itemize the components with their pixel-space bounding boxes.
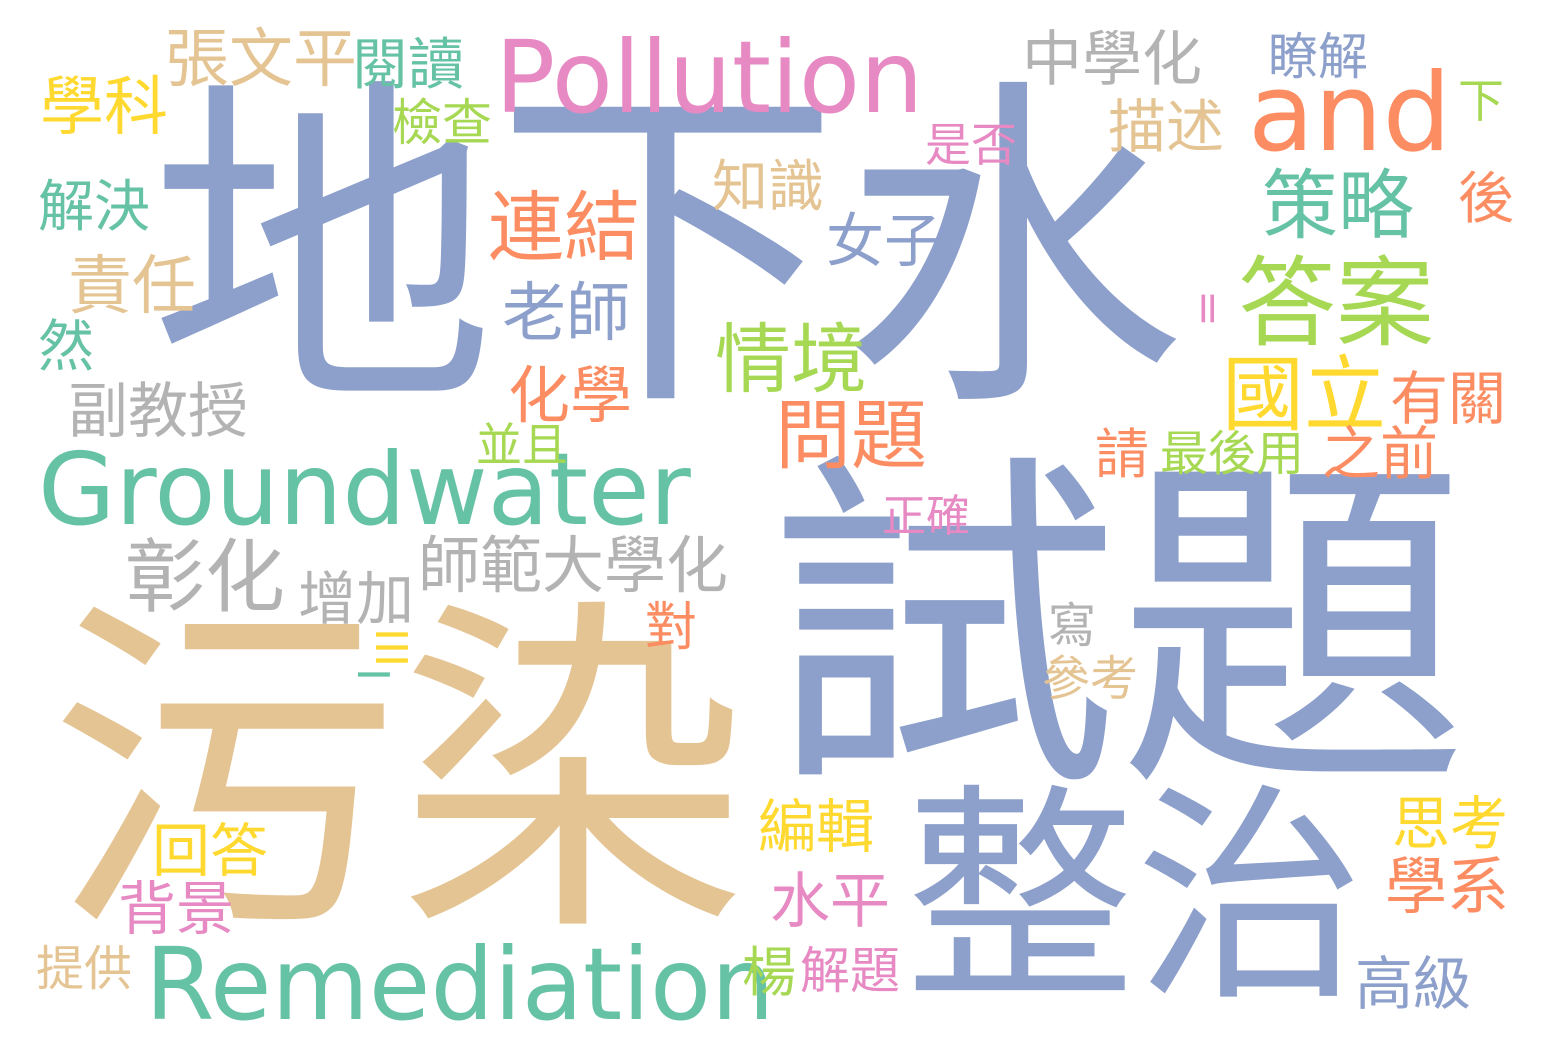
word-teacher: 老師	[502, 277, 630, 351]
word-strategy: 策略	[1262, 161, 1414, 250]
word-knowledge: 知識	[712, 155, 824, 220]
word-responsibility: 責任	[68, 250, 196, 324]
word-changhua: 彰化	[125, 531, 285, 624]
word-after: 後	[1458, 167, 1514, 232]
word-think: 思考	[1392, 790, 1509, 858]
word-question: 問題	[775, 391, 927, 480]
word-write: 寫	[1048, 598, 1097, 654]
word-test-items: 試題	[768, 426, 1468, 834]
word-finally-use: 最後用	[1160, 426, 1305, 482]
word-remediation-zh: 整治	[905, 766, 1366, 1033]
word-whether: 是否	[925, 118, 1017, 172]
word-yang: 楊	[742, 941, 796, 1004]
word-and-also: 並且	[476, 418, 568, 472]
word-then: 然	[38, 315, 94, 380]
word-pollution-zh: 污染	[48, 571, 748, 979]
word-roman-one: I	[347, 668, 398, 681]
word-department: 學系	[1385, 850, 1510, 923]
word-groundwater-en: Groundwater	[38, 431, 691, 548]
word-zhang-wenping: 張文平	[165, 23, 357, 97]
word-level: 水平	[770, 867, 890, 937]
word-solve: 解決	[38, 175, 150, 240]
word-remediation-en: Remediation	[145, 926, 775, 1043]
word-correct-dui: 對	[645, 598, 698, 658]
word-roman-three: III	[365, 628, 416, 667]
word-before: 之前	[1322, 420, 1439, 488]
word-pollution-en: Pollution	[495, 19, 924, 136]
word-reference: 參考	[1042, 651, 1139, 707]
word-chemistry: 化學	[508, 359, 633, 432]
word-equals: =	[1183, 290, 1234, 327]
word-respond: 回答	[152, 817, 269, 885]
word-background: 背景	[118, 875, 235, 943]
word-please: 請	[1095, 423, 1149, 486]
word-connect: 連結	[488, 183, 640, 272]
word-high-school-chem: 中學化	[1022, 25, 1202, 95]
word-down: 下	[1458, 74, 1504, 128]
word-normal-univ-chem: 師範大學化	[418, 529, 729, 602]
word-context: 情境	[715, 315, 867, 404]
word-understand: 瞭解	[1268, 28, 1368, 86]
word-reading: 閱讀	[352, 33, 464, 98]
word-advanced: 高級	[1355, 950, 1472, 1018]
word-check: 檢查	[392, 94, 492, 152]
word-describe: 描述	[1108, 93, 1225, 161]
word-related: 有關	[1390, 365, 1507, 433]
word-girl: 女子	[826, 207, 943, 275]
word-subject: 學科	[40, 71, 168, 145]
word-answer: 答案	[1238, 247, 1435, 361]
word-associate-professor: 副教授	[68, 377, 248, 447]
word-groundwater-zh: 地下水	[150, 52, 1185, 453]
word-provide: 提供	[36, 941, 133, 997]
word-and: and	[1248, 51, 1452, 176]
word-increase: 增加	[298, 565, 415, 633]
word-correct: 正確	[882, 491, 970, 542]
word-edit: 編輯	[758, 793, 875, 861]
word-national: 國立	[1222, 348, 1387, 443]
word-solve-problem: 解題	[800, 942, 900, 1000]
